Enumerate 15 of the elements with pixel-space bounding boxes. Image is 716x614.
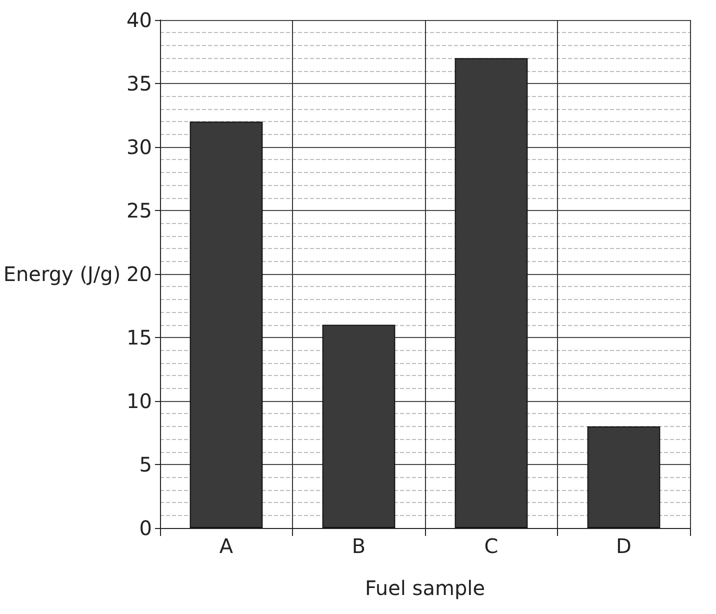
x-tick-label: C <box>484 534 498 558</box>
y-axis-title: Energy (J/g) <box>3 262 121 286</box>
y-tick-label: 30 <box>126 135 152 159</box>
y-tick-label: 25 <box>126 198 152 222</box>
y-tick-label: 40 <box>126 8 152 32</box>
y-tick-label: 5 <box>139 452 152 476</box>
y-tick-label: 15 <box>126 326 152 350</box>
y-tick-label: 10 <box>126 389 152 413</box>
x-tick-label: B <box>352 534 366 558</box>
x-axis-title: Fuel sample <box>364 576 486 600</box>
y-tick-label: 20 <box>126 262 152 286</box>
y-tick-label: 0 <box>139 516 152 540</box>
x-tick-label: D <box>616 534 632 558</box>
y-tick-label: 35 <box>126 72 152 96</box>
x-tick-label: A <box>219 534 234 558</box>
